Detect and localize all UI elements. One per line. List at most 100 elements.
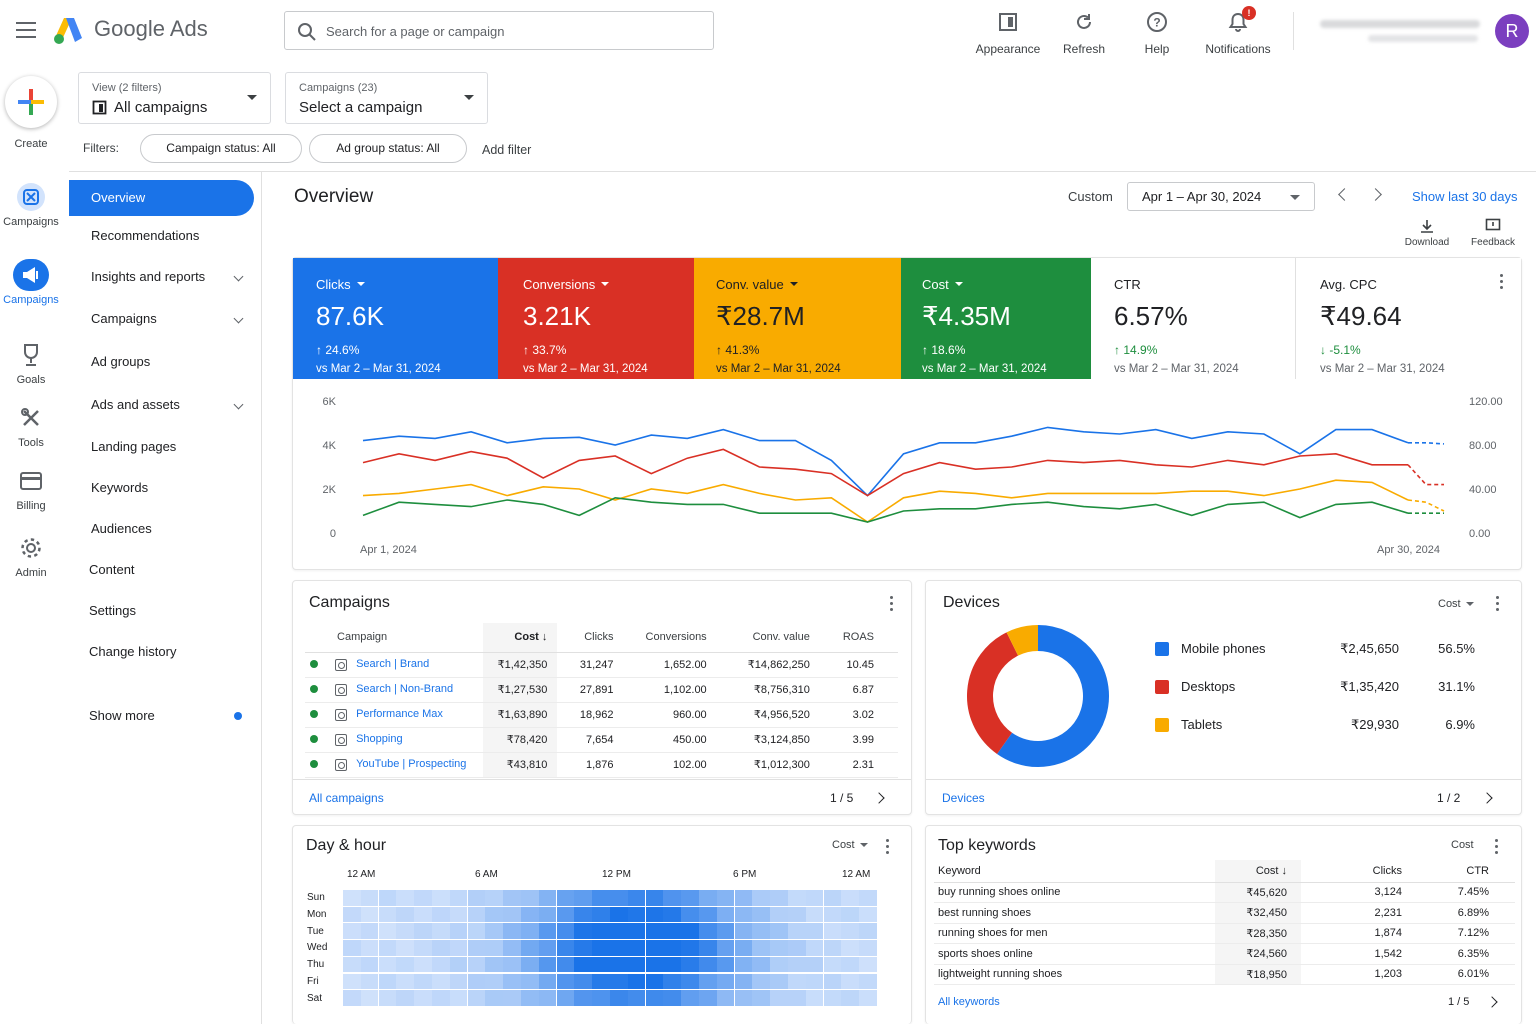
all-keywords-link[interactable]: All keywords <box>938 996 1000 1008</box>
heatmap-cell[interactable] <box>699 956 717 973</box>
heatmap-cell[interactable] <box>343 956 361 973</box>
heatmap-cell[interactable] <box>699 990 717 1006</box>
add-filter-button[interactable]: Add filter <box>482 143 532 157</box>
device-legend-row[interactable]: Desktops ₹1,35,420 31.1% <box>1155 678 1475 698</box>
nav-campaigns[interactable]: Campaigns <box>69 301 254 337</box>
heatmap-cell[interactable] <box>823 890 842 906</box>
heatmap-cell[interactable] <box>449 906 468 923</box>
heatmap-cell[interactable] <box>467 956 486 973</box>
heatmap-cell[interactable] <box>592 973 610 989</box>
heatmap-cell[interactable] <box>574 973 592 989</box>
heatmap-cell[interactable] <box>805 990 824 1006</box>
rail-campaigns-top[interactable]: Campaigns <box>0 182 62 228</box>
heatmap-cell[interactable] <box>841 940 859 956</box>
heatmap-cell[interactable] <box>752 956 770 973</box>
heatmap-cell[interactable] <box>414 990 432 1006</box>
heatmap-cell[interactable] <box>343 990 361 1006</box>
heatmap-cell[interactable] <box>859 890 877 906</box>
nav-ad-groups[interactable]: Ad groups <box>91 354 151 369</box>
heatmap-cell[interactable] <box>538 906 557 923</box>
heatmap-cell[interactable] <box>805 940 824 956</box>
heatmap-cell[interactable] <box>360 923 379 939</box>
heatmap-cell[interactable] <box>485 890 503 906</box>
devices-link[interactable]: Devices <box>942 791 985 805</box>
heatmap-cell[interactable] <box>449 923 468 939</box>
heatmap-cell[interactable] <box>645 906 664 923</box>
nav-recommendations[interactable]: Recommendations <box>91 228 200 243</box>
heatmap-cell[interactable] <box>859 940 877 956</box>
keywords-sort-label[interactable]: Cost <box>1451 839 1474 851</box>
heatmap-cell[interactable] <box>360 940 379 956</box>
heatmap-cell[interactable] <box>681 973 699 989</box>
previous-period-icon[interactable] <box>1338 188 1351 201</box>
heatmap-cell[interactable] <box>432 956 450 973</box>
heatmap-cell[interactable] <box>503 990 521 1006</box>
heatmap-cell[interactable] <box>449 956 468 973</box>
heatmap-cell[interactable] <box>592 906 610 923</box>
heatmap-cell[interactable] <box>716 890 735 906</box>
heatmap-cell[interactable] <box>592 990 610 1006</box>
heatmap-cell[interactable] <box>699 940 717 956</box>
heatmap-cell[interactable] <box>663 923 681 939</box>
rail-campaigns[interactable]: Campaigns <box>0 259 62 306</box>
heatmap-cell[interactable] <box>556 940 575 956</box>
campaign-name-link[interactable]: Shopping <box>356 733 403 746</box>
heatmap-cell[interactable] <box>716 940 735 956</box>
heatmap-cell[interactable] <box>485 923 503 939</box>
heatmap-cell[interactable] <box>681 990 699 1006</box>
heatmap-cell[interactable] <box>645 990 664 1006</box>
table-row[interactable]: sports shoes online ₹24,560 1,542 6.35% <box>934 943 1515 965</box>
more-options-icon[interactable] <box>1495 839 1499 857</box>
heatmap-cell[interactable] <box>859 923 877 939</box>
heatmap-cell[interactable] <box>485 906 503 923</box>
heatmap-cell[interactable] <box>556 990 575 1006</box>
refresh-button[interactable]: Refresh <box>1058 10 1110 56</box>
heatmap-cell[interactable] <box>859 990 877 1006</box>
heatmap-cell[interactable] <box>396 990 414 1006</box>
table-row[interactable]: Search | Brand ₹1,42,350 31,247 1,652.00 ₹14… <box>305 652 898 678</box>
nav-overview[interactable]: Overview <box>69 180 254 216</box>
heatmap-cell[interactable] <box>734 940 753 956</box>
device-legend-row[interactable]: Mobile phones ₹2,45,650 56.5% <box>1155 640 1475 660</box>
more-options-icon[interactable] <box>886 839 890 857</box>
nav-show-more[interactable]: Show more <box>69 698 254 734</box>
heatmap-cell[interactable] <box>610 973 628 989</box>
heatmap-cell[interactable] <box>788 973 806 989</box>
heatmap-cell[interactable] <box>752 906 770 923</box>
heatmap-cell[interactable] <box>699 890 717 906</box>
help-button[interactable]: ? Help <box>1132 10 1182 56</box>
devices-sort-dropdown[interactable]: Cost <box>1438 598 1474 610</box>
heatmap-cell[interactable] <box>503 890 521 906</box>
heatmap-cell[interactable] <box>396 923 414 939</box>
heatmap-cell[interactable] <box>627 923 646 939</box>
col-conv-value[interactable]: Conv. value <box>716 623 820 653</box>
heatmap-cell[interactable] <box>343 973 361 989</box>
heatmap-cell[interactable] <box>378 940 397 956</box>
heatmap-cell[interactable] <box>610 923 628 939</box>
heatmap-cell[interactable] <box>610 890 628 906</box>
heatmap-cell[interactable] <box>343 923 361 939</box>
heatmap-cell[interactable] <box>556 890 575 906</box>
more-options-icon[interactable] <box>1500 274 1504 292</box>
heatmap-cell[interactable] <box>734 923 753 939</box>
heatmap-cell[interactable] <box>538 940 557 956</box>
heatmap-cell[interactable] <box>663 973 681 989</box>
campaign-name-link[interactable]: Performance Max <box>356 708 443 721</box>
heatmap-cell[interactable] <box>610 940 628 956</box>
heatmap-cell[interactable] <box>663 906 681 923</box>
heatmap-cell[interactable] <box>663 990 681 1006</box>
heatmap-cell[interactable] <box>485 956 503 973</box>
heatmap-cell[interactable] <box>467 990 486 1006</box>
heatmap-cell[interactable] <box>681 923 699 939</box>
heatmap-cell[interactable] <box>521 940 539 956</box>
heatmap-cell[interactable] <box>538 956 557 973</box>
heatmap-cell[interactable] <box>414 890 432 906</box>
heatmap-cell[interactable] <box>627 940 646 956</box>
heatmap-cell[interactable] <box>396 890 414 906</box>
rail-billing[interactable]: Billing <box>0 466 62 512</box>
heatmap-cell[interactable] <box>467 940 486 956</box>
table-row[interactable]: Performance Max ₹1,63,890 18,962 960.00 ₹4,9… <box>305 702 898 728</box>
heatmap-cell[interactable] <box>841 956 859 973</box>
heatmap-cell[interactable] <box>716 973 735 989</box>
heatmap-cell[interactable] <box>485 990 503 1006</box>
